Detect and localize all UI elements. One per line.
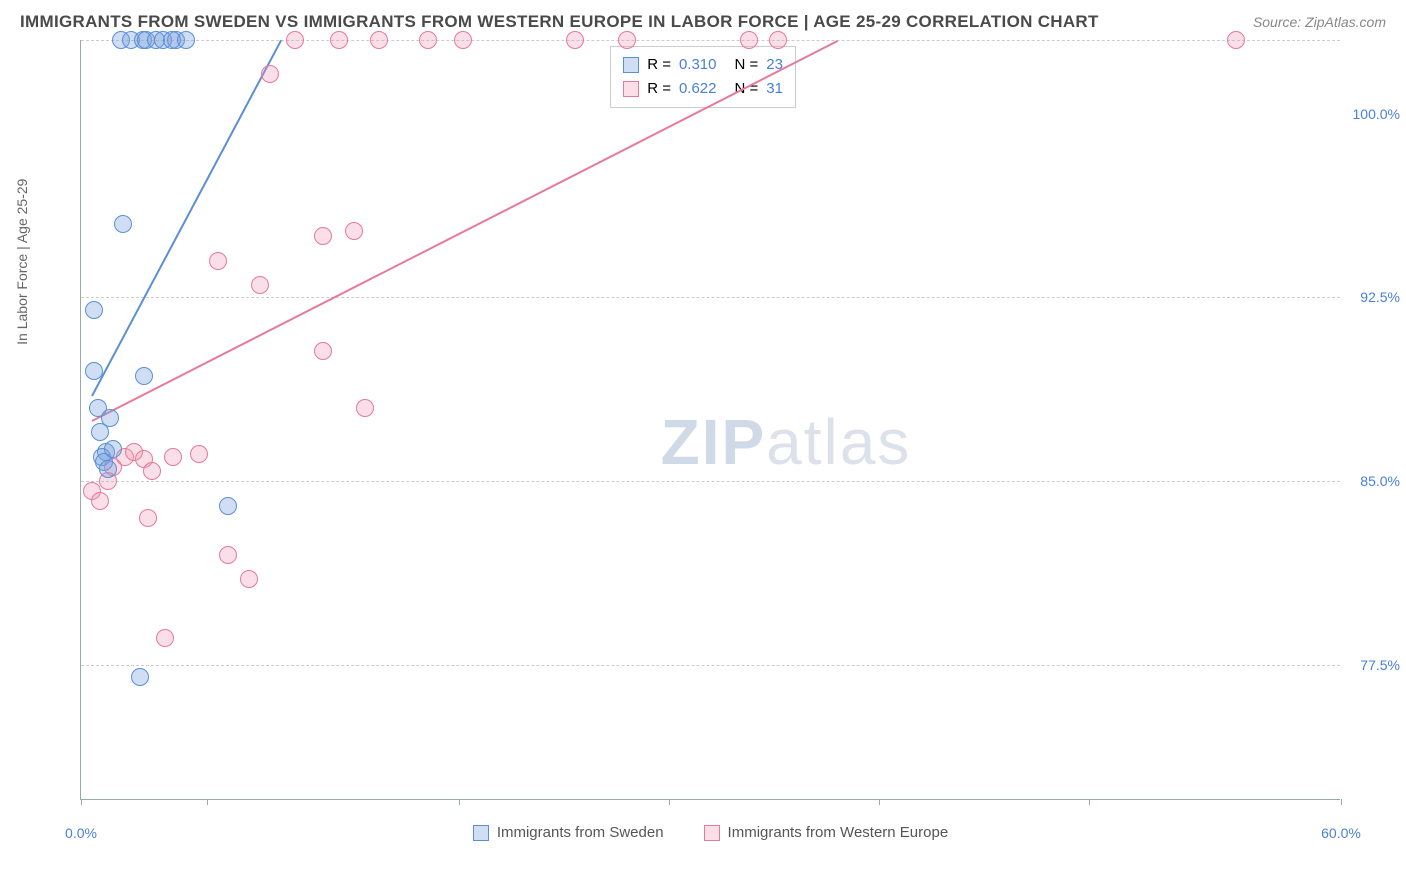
data-point	[370, 31, 388, 49]
legend-item-weurope: Immigrants from Western Europe	[704, 824, 949, 841]
x-tick-mark	[459, 799, 460, 805]
watermark-atlas: atlas	[766, 406, 911, 478]
watermark: ZIPatlas	[661, 405, 912, 479]
x-tick-label: 60.0%	[1321, 825, 1361, 841]
swatch-weurope	[704, 825, 720, 841]
trend-line	[91, 40, 837, 422]
swatch-sweden	[623, 57, 639, 73]
swatch-weurope	[623, 81, 639, 97]
data-point	[135, 367, 153, 385]
data-point	[740, 31, 758, 49]
data-point	[240, 570, 258, 588]
chart-header: IMMIGRANTS FROM SWEDEN VS IMMIGRANTS FRO…	[0, 0, 1406, 40]
data-point	[618, 31, 636, 49]
x-tick-mark	[1341, 799, 1342, 805]
r-value-weurope: 0.622	[679, 77, 717, 101]
data-point	[356, 399, 374, 417]
series-legend: Immigrants from Sweden Immigrants from W…	[81, 824, 1340, 841]
data-point	[1227, 31, 1245, 49]
data-point	[131, 668, 149, 686]
x-tick-label: 0.0%	[65, 825, 97, 841]
chart-container: In Labor Force | Age 25-29 ZIPatlas R = …	[40, 40, 1386, 800]
swatch-sweden	[473, 825, 489, 841]
data-point	[345, 222, 363, 240]
data-point	[219, 546, 237, 564]
data-point	[419, 31, 437, 49]
x-tick-mark	[81, 799, 82, 805]
stats-row-sweden: R = 0.310 N = 23	[623, 53, 783, 77]
y-tick-label: 85.0%	[1360, 473, 1400, 489]
data-point	[104, 440, 122, 458]
data-point	[209, 252, 227, 270]
grid-line	[81, 40, 1340, 41]
data-point	[190, 445, 208, 463]
data-point	[85, 301, 103, 319]
data-point	[156, 629, 174, 647]
r-label: R =	[647, 77, 671, 101]
data-point	[177, 31, 195, 49]
data-point	[85, 362, 103, 380]
legend-label-sweden: Immigrants from Sweden	[497, 824, 664, 841]
x-tick-mark	[669, 799, 670, 805]
data-point	[454, 31, 472, 49]
data-point	[330, 31, 348, 49]
data-point	[251, 276, 269, 294]
source-label: Source: ZipAtlas.com	[1253, 14, 1386, 30]
data-point	[139, 509, 157, 527]
data-point	[91, 492, 109, 510]
data-point	[219, 497, 237, 515]
data-point	[314, 227, 332, 245]
n-value-weurope: 31	[766, 77, 783, 101]
data-point	[101, 409, 119, 427]
plot-area: ZIPatlas R = 0.310 N = 23 R = 0.622 N = …	[80, 40, 1340, 800]
data-point	[99, 460, 117, 478]
data-point	[143, 462, 161, 480]
data-point	[314, 342, 332, 360]
grid-line	[81, 665, 1340, 666]
data-point	[261, 65, 279, 83]
y-axis-label: In Labor Force | Age 25-29	[14, 179, 30, 345]
legend-label-weurope: Immigrants from Western Europe	[728, 824, 949, 841]
x-tick-mark	[1089, 799, 1090, 805]
chart-title: IMMIGRANTS FROM SWEDEN VS IMMIGRANTS FRO…	[20, 12, 1099, 32]
y-tick-label: 92.5%	[1360, 289, 1400, 305]
watermark-zip: ZIP	[661, 406, 767, 478]
data-point	[164, 448, 182, 466]
grid-line	[81, 297, 1340, 298]
legend-item-sweden: Immigrants from Sweden	[473, 824, 664, 841]
grid-line	[81, 481, 1340, 482]
y-tick-label: 100.0%	[1353, 106, 1400, 122]
r-value-sweden: 0.310	[679, 53, 717, 77]
n-label: N =	[735, 53, 759, 77]
data-point	[769, 31, 787, 49]
x-tick-mark	[879, 799, 880, 805]
r-label: R =	[647, 53, 671, 77]
data-point	[566, 31, 584, 49]
data-point	[286, 31, 304, 49]
x-tick-mark	[207, 799, 208, 805]
y-tick-label: 77.5%	[1360, 657, 1400, 673]
data-point	[114, 215, 132, 233]
